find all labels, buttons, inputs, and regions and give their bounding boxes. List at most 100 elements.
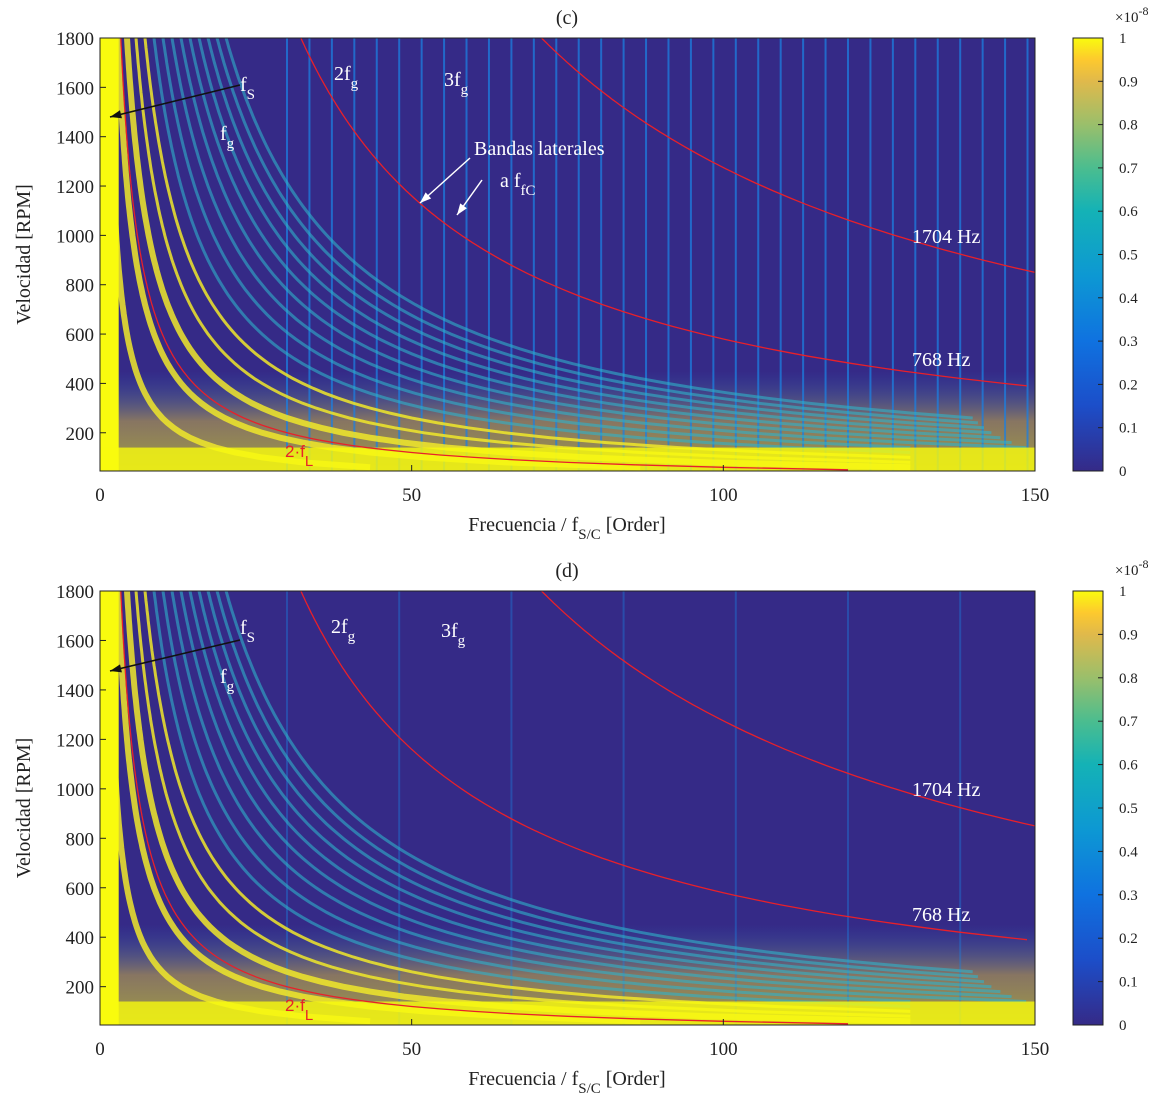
text-part: Frecuencia / f (468, 1068, 578, 1090)
colorbar-tick-label: 0.9 (1119, 74, 1138, 90)
x-tick-label: 150 (1021, 485, 1050, 506)
y-tick-label: 1600 (56, 78, 94, 99)
colorbar-tick-label: 0.2 (1119, 377, 1138, 393)
x-tick-label: 100 (709, 1039, 738, 1060)
y-tick-label: 1800 (56, 29, 94, 50)
y-tick-label: 200 (66, 424, 95, 445)
superscript: -8 (1138, 557, 1148, 571)
subscript: g (458, 633, 466, 649)
colorbar-tick-label: 1 (1119, 584, 1127, 600)
y-tick-label: 1200 (56, 177, 94, 198)
texture (215, 591, 979, 979)
annotation: fS (240, 74, 255, 103)
reference-curve (120, 38, 849, 471)
text-part: 2f (334, 63, 351, 85)
text-part: 768 Hz (912, 904, 970, 926)
y-tick-label: 1000 (56, 226, 94, 247)
annotation: 2fg (334, 63, 359, 92)
text-part: a f (500, 170, 521, 192)
x-tick-label: 0 (95, 1039, 105, 1060)
texture (152, 38, 911, 454)
x-tick-label: 50 (402, 485, 421, 506)
text-part: 2·f (285, 442, 305, 461)
x-axis-label: Frecuencia / fS/C [Order] (468, 1068, 665, 1097)
subscript: fC (521, 183, 536, 199)
texture (170, 591, 1027, 1003)
colorbar-tick-label: 0.2 (1119, 931, 1138, 947)
colorbar-tick-label: 0.9 (1119, 627, 1138, 643)
texture (206, 591, 985, 984)
text-part: 768 Hz (912, 349, 970, 371)
arrow (109, 639, 241, 672)
colorbar-tick-label: 0.5 (1119, 801, 1138, 817)
panel: 0 50 100 150 200 400 600 800 1000 1200 1400 1600 180… (13, 557, 1148, 1097)
annotation: 3fg (441, 620, 466, 649)
colorbar-tick-label: 0.4 (1119, 291, 1138, 307)
texture (115, 591, 641, 1025)
text-part: 3f (441, 620, 458, 642)
text-part: 2·f (285, 996, 305, 1015)
annotation: Bandas laterales (474, 138, 605, 160)
colorbar-tick-label: 0.1 (1119, 421, 1138, 437)
text-part: Bandas laterales (474, 138, 605, 160)
texture (161, 38, 911, 450)
texture (188, 38, 1001, 440)
panel: 0 50 100 150 200 400 600 800 1000 1200 1400 1600 180… (13, 4, 1148, 543)
texture (188, 591, 1001, 994)
reference-curve (541, 38, 1035, 274)
y-tick-label: 800 (66, 276, 95, 297)
text-part: f (220, 666, 227, 688)
subscript: S (247, 630, 255, 646)
colorbar-tick-label: 0.4 (1119, 844, 1138, 860)
colorbar-tick-label: 0.7 (1119, 714, 1138, 730)
colorbar-tick-label: 0.7 (1119, 161, 1138, 177)
colorbar-tick-label: 0.6 (1119, 204, 1138, 220)
x-tick-label: 50 (402, 1039, 421, 1060)
text-part: ×10 (1115, 563, 1138, 579)
reference-curve (300, 38, 1028, 387)
subscript: S/C (578, 527, 601, 543)
texture (170, 38, 1027, 450)
text-part: f (240, 617, 247, 639)
texture (100, 38, 119, 471)
texture (100, 1001, 1035, 1025)
colorbar-tick-label: 0 (1119, 1018, 1127, 1034)
arrow-head (110, 664, 122, 673)
subscript: g (227, 136, 235, 152)
y-axis-label: Velocidad [RPM] (13, 738, 35, 879)
texture (100, 591, 119, 1025)
x-axis-label: Frecuencia / fS/C [Order] (468, 514, 665, 543)
colorbar-tick-label: 0.6 (1119, 758, 1138, 774)
x-tick-label: 150 (1021, 1039, 1050, 1060)
texture (197, 591, 992, 989)
text-part: f (220, 123, 227, 145)
colorbar-tick-label: 0 (1119, 464, 1127, 480)
chart-title: (c) (556, 7, 578, 29)
y-tick-label: 1800 (56, 582, 94, 603)
annotation: 3fg (444, 69, 469, 98)
texture (124, 38, 911, 471)
superscript: -8 (1138, 4, 1148, 18)
arrow-head (110, 110, 122, 119)
colorbar-tick-label: 0.3 (1119, 334, 1138, 350)
texture (197, 38, 992, 435)
reference-curve (120, 591, 849, 1025)
colorbar-tick-label: 0.5 (1119, 248, 1138, 264)
text-part: 1704 Hz (912, 779, 980, 801)
annotation: a ffC (500, 170, 536, 199)
colorbar-tick-label: 0.8 (1119, 671, 1138, 687)
texture (134, 591, 911, 1018)
y-tick-label: 1600 (56, 631, 94, 652)
annotation: 1704 Hz (912, 226, 980, 248)
annotation: 1704 Hz (912, 779, 980, 801)
y-tick-label: 400 (66, 374, 95, 395)
annotation: fg (220, 123, 235, 152)
text-part: [Order] (601, 514, 666, 536)
annotation: 768 Hz (912, 349, 970, 371)
annotation: fg (220, 666, 235, 695)
arrow (109, 84, 241, 118)
reference-curve (541, 591, 1035, 827)
text-part: 3f (444, 69, 461, 91)
text-part: 2f (331, 616, 348, 638)
